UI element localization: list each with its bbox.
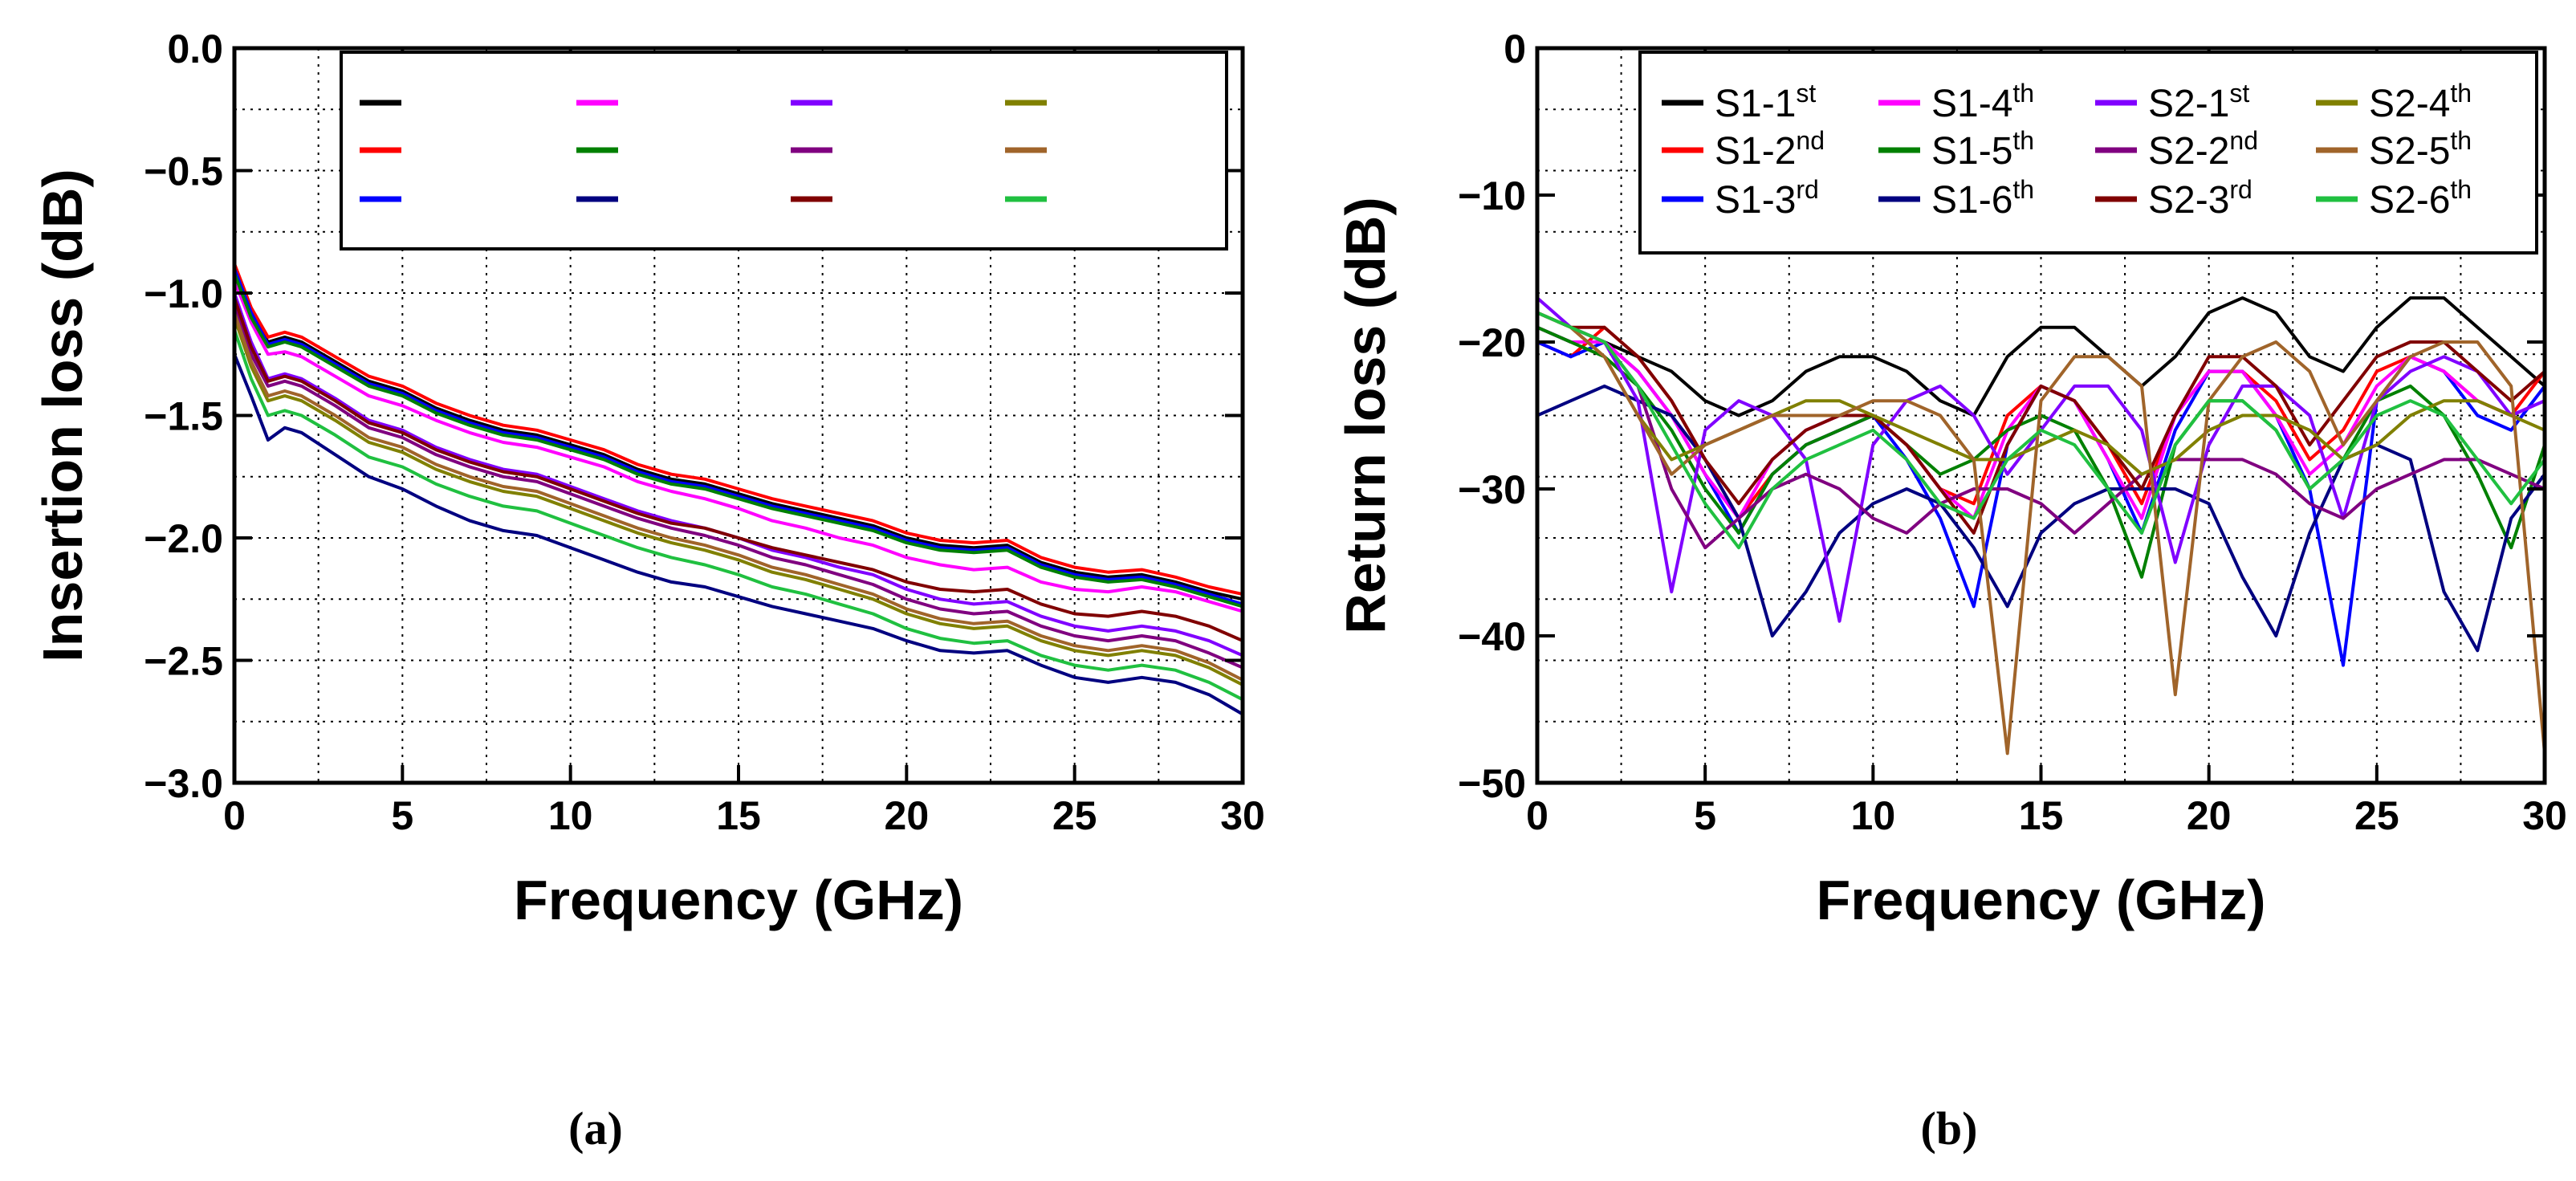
series-line-s2-3rd: [1536, 311, 2546, 535]
series-line-s1-6th: [233, 353, 1244, 716]
panel-b-chart: 0 5 10 15 20 25 30 0 −10 −20 −30 −40 −50 Frequency (G…: [1334, 26, 2567, 1155]
legend-label-s2-5th: S2-5th: [2369, 126, 2472, 173]
ticks: [233, 47, 1244, 784]
legend: [340, 51, 1228, 250]
x-axis-title: Frequency (GHz): [514, 869, 963, 931]
x-tick-label: 5: [391, 793, 413, 838]
series-line-s1-1st: [1536, 296, 2546, 417]
panel-label: (a): [568, 1102, 623, 1155]
x-tick-label: 0: [1526, 793, 1548, 838]
series-line-s1-2nd: [233, 263, 1243, 597]
series-line-s2-6th: [233, 329, 1243, 702]
panel-label: (b): [1921, 1102, 1978, 1155]
y-tick-label: −2.0: [144, 516, 223, 561]
y-tick-label: 0: [1504, 26, 1526, 71]
x-tick-label: 30: [1220, 793, 1265, 838]
x-tick-label: 20: [2187, 793, 2232, 838]
y-tick-label: −10: [1458, 173, 1526, 218]
x-tick-label: 25: [2354, 793, 2399, 838]
panel-a-chart: 0 5 10 15 20 25 30 0.0 −0.5 −1.0 −1.5 −2.0 −2.5 −3.0 F…: [31, 26, 1265, 1155]
legend-box: [340, 51, 1228, 250]
series-line-s2-3rd: [233, 297, 1243, 642]
series-line-s2-2nd: [233, 304, 1243, 670]
x-axis-title: Frequency (GHz): [1816, 869, 2265, 931]
y-axis-title: Return loss (dB): [1334, 197, 1397, 633]
y-tick-label: −30: [1458, 467, 1526, 512]
y-tick-label: −1.5: [144, 394, 223, 439]
legend-label-s1-6th: S1-6th: [1931, 175, 2034, 222]
series-group: [233, 263, 1244, 716]
legend-label-s2-2nd: S2-2nd: [2148, 126, 2258, 173]
series-line-s1-4th: [1536, 325, 2545, 520]
y-tick-label: −1.0: [144, 271, 223, 316]
y-tick-label: −0.5: [144, 149, 223, 194]
legend-box: [1638, 51, 2538, 255]
x-tick-label: 15: [2019, 793, 2064, 838]
series-line-s1-4th: [233, 280, 1243, 613]
series-line-s2-4th: [233, 316, 1243, 686]
series-line-s2-6th: [1536, 311, 2546, 550]
legend-label-s1-2nd: S1-2nd: [1715, 126, 1825, 173]
y-tick-label: −20: [1458, 320, 1526, 365]
y-tick-label: −40: [1458, 614, 1526, 659]
x-tick-label: 15: [716, 793, 761, 838]
series-line-s2-5th: [1536, 311, 2546, 755]
y-axis-title: Insertion loss (dB): [31, 169, 94, 662]
legend-label-s2-1st: S2-1st: [2148, 79, 2249, 125]
series-line-s1-2nd: [1536, 325, 2546, 520]
series-line-s1-3rd: [233, 267, 1243, 606]
legend-label-s2-3rd: S2-3rd: [2148, 175, 2252, 222]
legend: S1-1stS1-2ndS1-3rdS1-4thS1-5thS1-6thS2-1…: [1638, 51, 2538, 255]
series-line-s1-5th: [233, 272, 1243, 609]
x-tick-label: 20: [885, 793, 930, 838]
y-tick-label: −2.5: [144, 639, 223, 684]
y-tick-label: 0.0: [167, 26, 223, 71]
series-line-s2-5th: [233, 312, 1243, 682]
series-group: [1536, 296, 2546, 755]
series-line-s2-2nd: [1536, 311, 2545, 550]
y-tick-label: −3.0: [144, 761, 223, 806]
x-tick-label: 0: [223, 793, 246, 838]
x-tick-label: 10: [1851, 793, 1896, 838]
x-tick-label: 10: [548, 793, 593, 838]
series-line-s1-1st: [233, 267, 1243, 601]
y-tick-label: −50: [1458, 761, 1526, 806]
x-tick-label: 25: [1052, 793, 1097, 838]
x-tick-label: 5: [1694, 793, 1716, 838]
x-tick-label: 30: [2522, 793, 2567, 838]
